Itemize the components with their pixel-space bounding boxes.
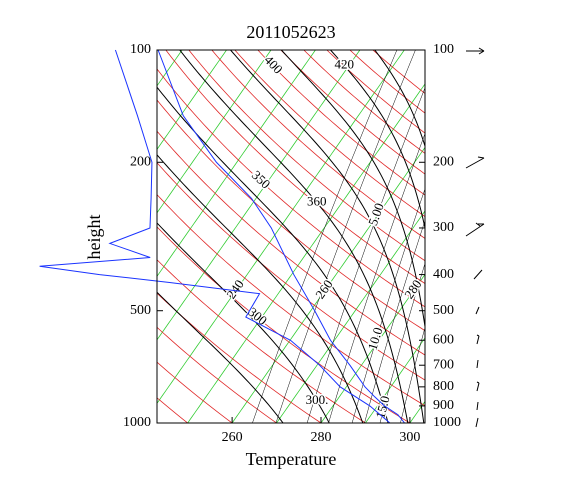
wind-barb (475, 306, 480, 315)
y2-tick-label: 800 (433, 379, 454, 394)
mixing-ratio-line (252, 50, 398, 423)
dry-adiabat (280, 50, 425, 175)
wind-barb (476, 401, 479, 411)
chart-title: 2011052623 (246, 22, 335, 42)
isotherm (0, 50, 49, 423)
moist-adiabat (157, 154, 364, 423)
wind-barb (473, 269, 483, 280)
x-tick-label: 280 (311, 430, 332, 445)
dry-adiabat (234, 50, 425, 218)
dry-adiabat (157, 68, 425, 308)
moist-adiabat (230, 50, 425, 423)
x-tick-label: 300 (399, 430, 420, 445)
wind-barb (465, 222, 485, 237)
dry-adiabat (211, 50, 425, 239)
dry-adiabat (188, 50, 425, 262)
isotherm (157, 50, 405, 405)
y2-tick-label: 100 (433, 42, 454, 57)
isotherm (320, 273, 425, 423)
y2-tick-label: 400 (433, 267, 454, 282)
isotherm (0, 50, 93, 423)
moist-adiabat (157, 291, 284, 423)
profile-line (157, 49, 405, 424)
dry-adiabat (157, 361, 233, 423)
mixing-ratio-line (328, 132, 425, 423)
y2-tick-label: 900 (433, 398, 454, 413)
isotherm (365, 337, 425, 423)
y-tick-label: 1000 (123, 415, 151, 430)
isotherm (157, 50, 316, 278)
dry-adiabat (257, 50, 425, 196)
y-tick-label: 100 (130, 42, 151, 57)
y2-tick-label: 1000 (433, 415, 461, 430)
dry-adiabat (157, 326, 277, 423)
x-axis-label: Temperature (246, 449, 337, 469)
isotherm (0, 50, 138, 423)
y-tick-label: 200 (130, 155, 151, 170)
dry-adiabat (157, 292, 322, 423)
background-lines (0, 50, 425, 423)
moist-adiabat (330, 50, 425, 231)
dry-adiabat (157, 130, 425, 356)
dry-adiabat (165, 50, 425, 285)
moist-adiabat-label: 360 (307, 193, 327, 208)
moist-adiabat (157, 222, 330, 423)
isotherm (157, 50, 227, 151)
mixing-ratio-line (400, 326, 425, 423)
dry-adiabat (349, 50, 425, 114)
wind-barb (476, 381, 480, 392)
mixing-ratio-line-label: 15.0 (372, 394, 392, 420)
wind-barb (476, 359, 479, 369)
moist-adiabat (374, 50, 425, 148)
wind-barb (476, 334, 480, 345)
moist-adiabat-label: 300. (306, 392, 329, 407)
isotherm (231, 146, 425, 423)
dry-adiabat (157, 259, 366, 423)
mixing-ratio-line (379, 262, 425, 423)
dry-adiabat-label: 350 (249, 167, 274, 191)
wind-barbs (465, 47, 485, 428)
isotherm (276, 210, 425, 423)
isotherm (157, 50, 272, 214)
y2-tick-label: 200 (433, 155, 454, 170)
y-axis-label: height (84, 215, 104, 260)
dry-adiabat (372, 50, 425, 94)
dry-adiabat (157, 99, 425, 332)
wind-barb (466, 47, 485, 55)
y-tick-label: 500 (130, 303, 151, 318)
plot-frame (156, 49, 426, 424)
moist-adiabat (280, 50, 425, 330)
profile-line (39, 49, 391, 424)
dry-adiabat (157, 194, 425, 407)
wind-barb (475, 417, 479, 428)
mixing-ratio-line (364, 219, 425, 423)
y2-tick-label: 500 (433, 303, 454, 318)
mixing-ratio-line (275, 50, 416, 423)
mixing-ratio-line-label: 5.00 (365, 201, 387, 227)
mixing-ratio-line-label: 10.0 (365, 326, 386, 352)
moist-adiabat-label: 420 (334, 57, 354, 72)
isotherm (0, 50, 4, 423)
y2-tick-label: 300 (433, 220, 454, 235)
x-tick-label: 260 (222, 430, 243, 445)
y2-tick-label: 600 (433, 332, 454, 347)
dry-adiabat (326, 50, 425, 134)
wind-barb (465, 156, 485, 169)
mixing-ratio-line (306, 87, 425, 423)
isotherm (157, 50, 361, 341)
moist-adiabat (157, 86, 389, 423)
dry-adiabat (303, 50, 425, 154)
y2-tick-label: 700 (433, 357, 454, 372)
foreground: 240 260 280300350400300.3604205.0010.015.0… (39, 42, 461, 445)
isotherm (187, 83, 425, 423)
dry-adiabat-label: 400 (261, 52, 285, 76)
mixing-ratio-line (351, 188, 425, 423)
